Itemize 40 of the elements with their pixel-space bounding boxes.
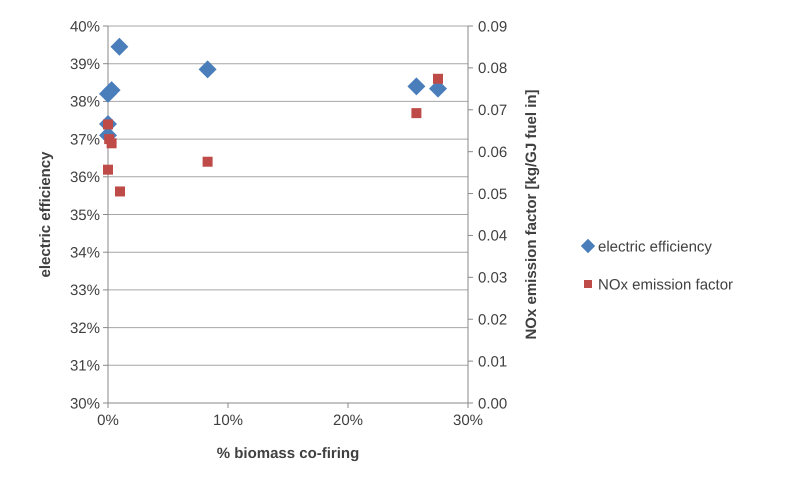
- y-tick-label: 32%: [70, 320, 100, 337]
- y-tick-label: 33%: [70, 282, 100, 300]
- y2-tick-label: 0.03: [478, 270, 508, 287]
- point: [110, 38, 128, 56]
- x-axis-title: % biomass co-firing: [216, 445, 360, 462]
- y2-tick-label: 0.09: [478, 18, 508, 36]
- x-tick-label: 30%: [452, 412, 484, 429]
- y-tick-label: 34%: [70, 244, 100, 262]
- y-tick-label: 35%: [70, 206, 100, 224]
- point: [198, 60, 217, 78]
- y2-tick-label: 0.04: [478, 228, 508, 245]
- x-tick-label: 20%: [332, 412, 364, 429]
- y-axis-title: electric efficiency: [37, 150, 54, 278]
- y-tick-label: 39%: [70, 56, 100, 73]
- y2-tick-label: 0.00: [478, 395, 508, 412]
- y2-tick-label: 0.05: [478, 186, 508, 203]
- y2-axis-title: NOx emission factor [kg/GJ fuel in]: [523, 89, 540, 340]
- legend-label: NOx emission factor: [598, 276, 734, 294]
- x-tick-label: 0%: [97, 412, 119, 429]
- y2-tick-label: 0.08: [478, 60, 508, 78]
- point: [106, 138, 117, 148]
- y-tick-label: 31%: [70, 358, 100, 375]
- point: [407, 77, 426, 96]
- y-tick-label: 37%: [70, 131, 100, 148]
- y2-tick-label: 0.07: [478, 102, 508, 120]
- y2-tick-label: 0.06: [478, 144, 508, 161]
- y-tick-label: 36%: [70, 169, 100, 186]
- y-tick-label: 38%: [70, 94, 100, 111]
- x-tick-label: 10%: [212, 412, 244, 429]
- y2-tick-label: 0.01: [478, 353, 508, 370]
- point: [115, 186, 125, 196]
- point: [99, 84, 117, 103]
- y-tick-label: 40%: [70, 18, 100, 36]
- point: [103, 164, 113, 175]
- y2-tick-label: 0.02: [478, 311, 508, 328]
- point: [411, 108, 422, 118]
- legend-label: electric efficiency: [598, 238, 712, 256]
- point: [202, 156, 213, 167]
- point: [433, 74, 443, 84]
- y-tick-label: 30%: [70, 395, 100, 412]
